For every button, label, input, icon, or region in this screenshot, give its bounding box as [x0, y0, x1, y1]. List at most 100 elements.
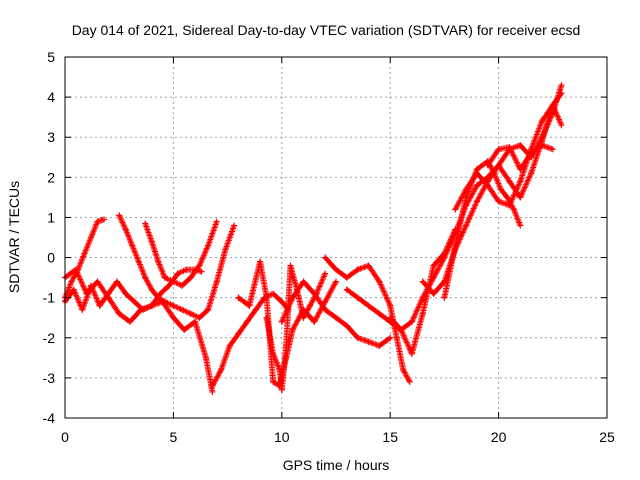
data-point: [495, 146, 502, 153]
y-tick-label: -4: [43, 410, 56, 426]
data-point: [222, 246, 229, 253]
x-tick-label: 10: [274, 429, 290, 445]
data-point: [354, 294, 361, 301]
data-point: [333, 314, 339, 321]
data-point: [400, 366, 407, 373]
data-point: [157, 290, 164, 297]
data-point: [202, 354, 209, 361]
data-point: [263, 294, 270, 301]
data-point: [278, 318, 285, 325]
y-tick-label: -3: [43, 370, 56, 386]
data-point: [159, 298, 166, 305]
series-sat-track-4: [142, 218, 220, 289]
y-tick-label: 2: [47, 169, 55, 185]
data-point: [387, 314, 394, 321]
data-point: [376, 278, 383, 285]
y-tick-label: 4: [47, 89, 55, 105]
data-point: [116, 212, 123, 219]
data-point: [354, 266, 361, 273]
data-point: [473, 198, 480, 205]
data-point: [148, 302, 155, 309]
data-point: [419, 278, 426, 285]
data-point: [441, 294, 448, 301]
data-point: [343, 286, 350, 293]
data-point: [187, 310, 194, 317]
data-point: [209, 388, 216, 395]
data-point: [70, 286, 77, 293]
data-point: [504, 194, 511, 201]
data-point: [231, 222, 238, 229]
x-tick-label: 25: [599, 429, 615, 445]
data-point: [419, 294, 426, 301]
data-point: [68, 278, 75, 285]
data-point: [114, 278, 121, 285]
data-point: [517, 166, 524, 173]
data-point: [131, 298, 138, 305]
data-point: [549, 146, 556, 153]
data-point: [528, 170, 535, 177]
x-axis-label: GPS time / hours: [283, 457, 390, 473]
data-point: [517, 194, 524, 201]
data-point: [116, 310, 123, 317]
data-point: [179, 306, 186, 313]
data-point: [463, 222, 470, 229]
data-point: [142, 220, 149, 227]
data-point: [166, 282, 173, 289]
data-point: [506, 202, 513, 209]
axis-ticks: 0 5 10 15 20 25 -4 -3 -2 -1 0 1 2 3 4 5: [43, 49, 615, 445]
data-point: [244, 318, 251, 325]
data-point: [174, 270, 181, 277]
series-sat-track-8: [263, 262, 329, 393]
y-tick-label: 3: [47, 129, 55, 145]
data-point: [235, 294, 242, 301]
data-point: [96, 302, 103, 309]
y-axis-label: SDTVAR / TECUs: [6, 181, 22, 293]
data-point: [270, 378, 277, 385]
data-point: [558, 90, 565, 97]
data-point: [94, 218, 101, 225]
data-point: [517, 222, 524, 229]
data-point: [430, 274, 437, 281]
data-point: [213, 218, 220, 225]
data-point: [558, 82, 565, 89]
data-point: [419, 310, 426, 317]
data-point: [205, 306, 212, 313]
y-tick-label: 0: [47, 250, 55, 266]
data-point: [300, 278, 307, 285]
data-point: [289, 326, 296, 333]
data-point: [81, 250, 88, 257]
data-point: [209, 382, 216, 389]
data-point: [430, 290, 437, 297]
data-point: [155, 258, 162, 265]
data-point: [322, 270, 329, 277]
data-point: [393, 334, 400, 341]
data-point: [270, 290, 277, 297]
data-point: [343, 274, 350, 281]
data-point: [218, 366, 225, 373]
data-point: [94, 278, 101, 285]
data-point: [226, 342, 233, 349]
data-point: [484, 182, 491, 189]
data-point: [497, 186, 504, 193]
data-point: [376, 310, 383, 317]
data-point: [473, 182, 480, 189]
series-sat-track-9: [278, 278, 394, 349]
data-point: [122, 290, 129, 297]
y-tick-label: 1: [47, 209, 55, 225]
x-tick-label: 20: [491, 429, 507, 445]
data-point: [387, 334, 394, 341]
data-point: [289, 294, 296, 301]
data-point: [148, 286, 155, 293]
data-point: [452, 206, 459, 213]
data-point: [246, 302, 253, 309]
y-tick-label: -2: [43, 330, 56, 346]
data-point: [398, 326, 405, 333]
data-point: [148, 238, 155, 245]
data-point: [83, 290, 90, 297]
data-point: [283, 342, 290, 349]
data-point: [270, 350, 277, 357]
data-point: [538, 142, 545, 149]
data-point: [441, 254, 448, 261]
data-point: [127, 318, 134, 325]
